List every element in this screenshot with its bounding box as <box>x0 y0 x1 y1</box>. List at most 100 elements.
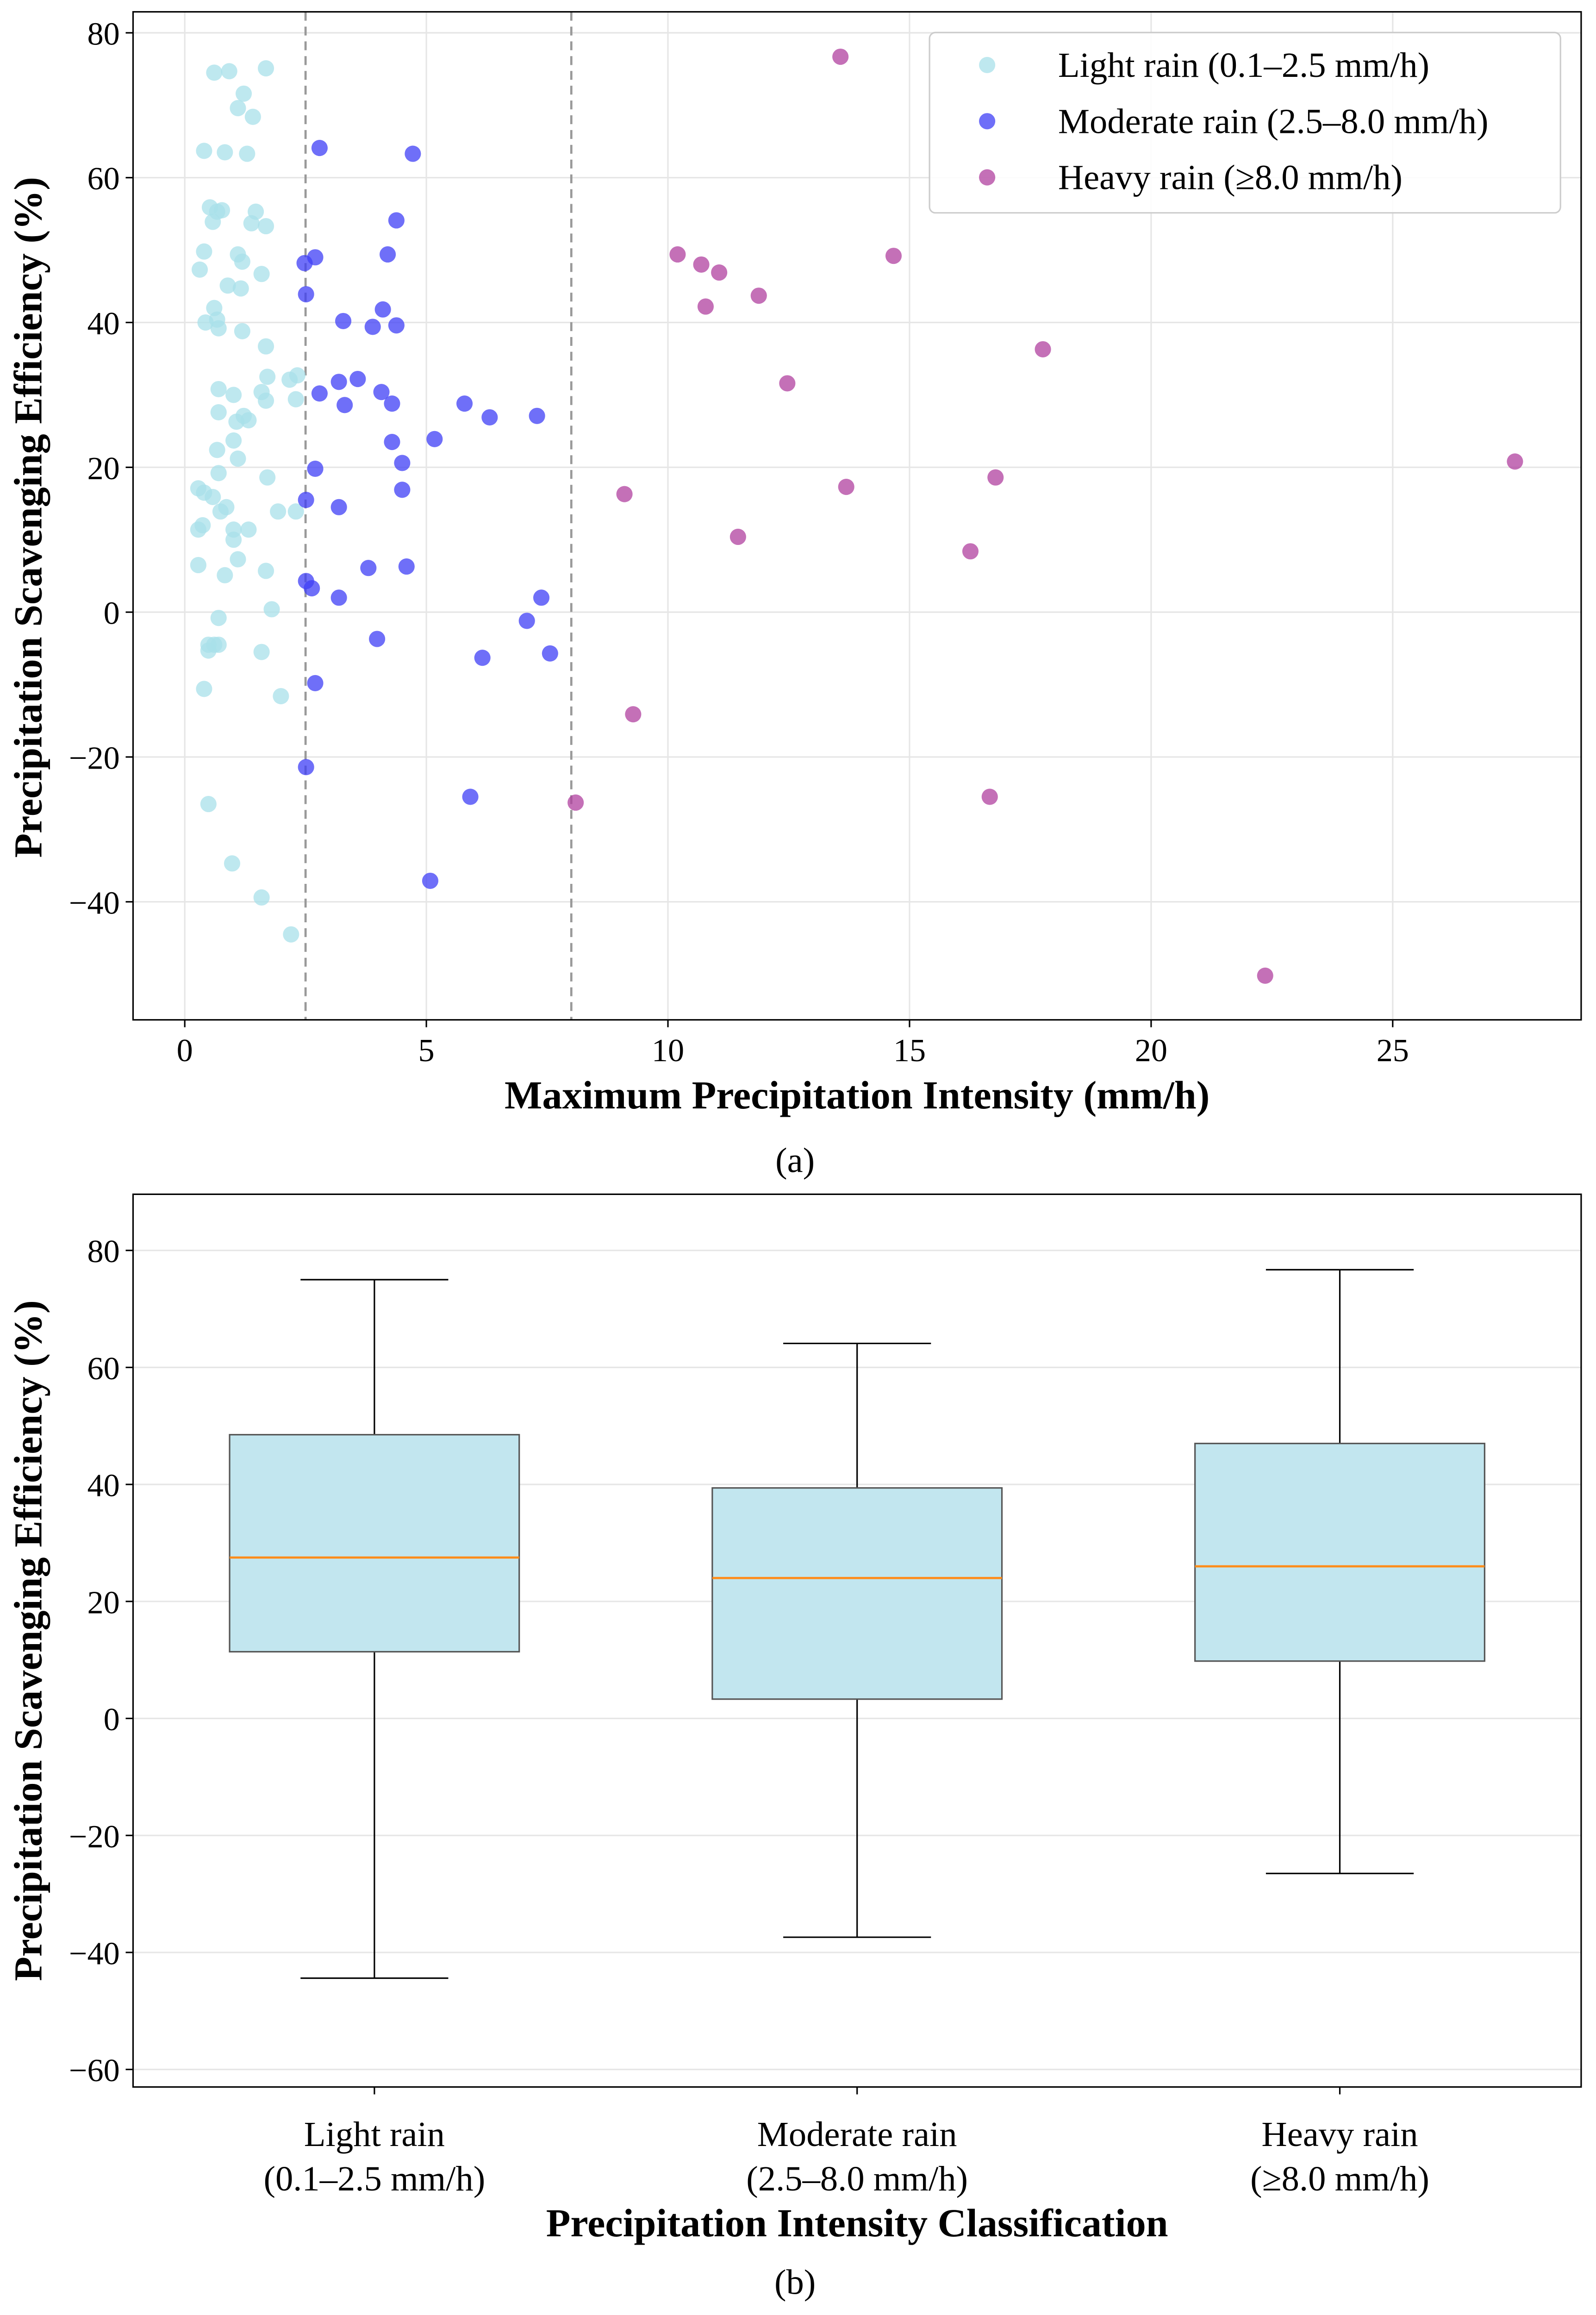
scatter-point-light <box>234 323 250 339</box>
category-sublabel: (2.5–8.0 mm/h) <box>746 2159 968 2198</box>
scatter-point-light <box>253 266 270 282</box>
scatter-point-light <box>217 144 233 161</box>
scatter-point-light <box>243 215 260 232</box>
scatter-point-light <box>283 926 299 943</box>
y-tick-label: −60 <box>69 2052 120 2089</box>
scatter-point-light <box>281 371 298 388</box>
scatter-point-light <box>221 63 237 80</box>
y-tick-label: 40 <box>87 1468 120 1504</box>
scatter-point-moderate <box>380 246 396 263</box>
box-iqr <box>229 1434 520 1653</box>
scatter-point-moderate <box>518 613 535 629</box>
box-iqr <box>711 1487 1003 1700</box>
scatter-point-moderate <box>337 397 353 413</box>
scatter-point-light <box>230 551 246 568</box>
category-label: Light rain <box>304 2115 445 2154</box>
scatter-point-light <box>257 338 274 355</box>
category-sublabel: (0.1–2.5 mm/h) <box>263 2159 485 2198</box>
scatter-point-light <box>228 413 245 430</box>
scatter-point-heavy <box>885 248 902 264</box>
scatter-point-moderate <box>360 560 377 576</box>
x-tick-label: 15 <box>893 1032 926 1069</box>
scatter-point-moderate <box>405 145 421 162</box>
scatter-point-heavy <box>697 298 714 315</box>
y-tick-label: −40 <box>69 1935 120 1971</box>
box-iqr <box>1194 1443 1485 1662</box>
y-tick-label: −40 <box>69 885 120 921</box>
scatter-point-light <box>240 521 257 538</box>
scatter-point-heavy <box>962 543 979 560</box>
scatter-point-light <box>259 369 276 385</box>
scatter-point-heavy <box>625 706 642 723</box>
ticks-b: −60 −40 −20 0 20 40 60 80 Light rain (0.1–2.5 mm/… <box>69 1233 1429 2198</box>
scatter-point-heavy <box>832 48 849 65</box>
scatter-point-light <box>253 889 270 906</box>
x-tick-label: 5 <box>418 1032 435 1069</box>
scatter-point-light <box>263 601 280 618</box>
scatter-point-moderate <box>330 589 347 606</box>
scatter-point-heavy <box>987 469 1004 486</box>
scatter-point-light <box>196 681 212 697</box>
scatter-point-heavy <box>981 788 998 805</box>
scatter-point-light <box>235 85 252 102</box>
scatter-point-light <box>257 563 274 579</box>
scatter-point-light <box>210 465 227 482</box>
scatter-panel: 0 5 10 15 20 25 −40 −20 0 20 40 60 80 Light rain (0.… <box>6 11 1582 1180</box>
scatter-point-light <box>270 503 287 520</box>
x-tick-label: 10 <box>652 1032 684 1069</box>
scatter-point-light <box>225 532 242 548</box>
scatter-point-light <box>225 387 242 403</box>
scatter-point-moderate <box>369 631 386 647</box>
y-tick-label: 40 <box>87 306 120 342</box>
scatter-point-heavy <box>711 264 728 281</box>
scatter-point-light <box>230 100 246 117</box>
scatter-point-light <box>190 521 206 538</box>
threshold-lines <box>304 12 573 1020</box>
scatter-point-light <box>196 143 212 159</box>
scatter-point-heavy <box>616 486 633 502</box>
legend-label: Light rain (0.1–2.5 mm/h) <box>1058 45 1429 85</box>
scatter-point-light <box>225 432 242 449</box>
scatter-point-light <box>219 277 236 294</box>
scatter-point-light <box>257 392 274 409</box>
scatter-point-moderate <box>335 313 352 329</box>
caption-b: (b) <box>774 2262 816 2302</box>
scatter-point-moderate <box>398 558 415 575</box>
scatter-point-light <box>197 314 214 331</box>
y-tick-label: −20 <box>69 1819 120 1855</box>
scatter-point-light <box>273 688 289 705</box>
scatter-point-light <box>257 218 274 235</box>
y-tick-label: 60 <box>87 161 120 197</box>
scatter-point-light <box>230 450 246 467</box>
x-tick-label: 25 <box>1377 1032 1409 1069</box>
scatter-point-moderate <box>481 409 498 425</box>
scatter-point-moderate <box>307 460 324 477</box>
scatter-point-moderate <box>426 431 443 447</box>
scatter-point-heavy <box>567 794 584 811</box>
scatter-point-heavy <box>693 256 710 273</box>
y-tick-label: −20 <box>69 740 120 776</box>
scatter-point-moderate <box>529 407 545 424</box>
scatter-point-heavy <box>1257 967 1273 984</box>
scatter-point-moderate <box>298 492 314 508</box>
scatter-point-heavy <box>750 288 767 304</box>
scatter-point-light <box>232 280 249 297</box>
scatter-point-moderate <box>311 385 328 402</box>
scatter-point-light <box>287 391 304 407</box>
scatter-point-light <box>206 64 223 81</box>
scatter-points <box>190 48 1523 984</box>
x-tick-label: 20 <box>1135 1032 1167 1069</box>
scatter-point-moderate <box>307 675 324 691</box>
scatter-point-light <box>253 644 270 660</box>
scatter-point-light <box>257 60 274 77</box>
scatter-point-moderate <box>474 650 491 666</box>
scatter-point-moderate <box>330 499 347 515</box>
y-tick-label: 80 <box>87 16 120 52</box>
legend-label: Heavy rain (≥8.0 mm/h) <box>1058 158 1403 197</box>
category-label: Moderate rain <box>757 2115 957 2154</box>
legend-box <box>929 31 1561 214</box>
scatter-point-light <box>224 855 241 872</box>
legend-marker <box>979 56 996 74</box>
scatter-point-light <box>210 320 227 337</box>
